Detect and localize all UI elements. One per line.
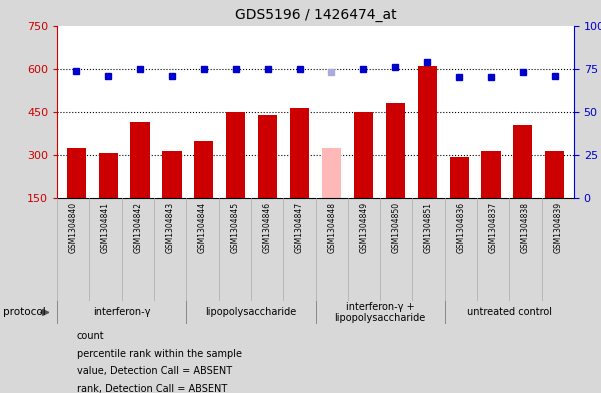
Text: interferon-γ +
lipopolysaccharide: interferon-γ + lipopolysaccharide	[335, 302, 426, 323]
Bar	[290, 108, 309, 198]
Text: value, Detection Call = ABSENT: value, Detection Call = ABSENT	[77, 366, 232, 376]
Text: GSM1304837: GSM1304837	[489, 202, 498, 253]
Bar	[386, 103, 405, 198]
Text: percentile rank within the sample: percentile rank within the sample	[77, 349, 242, 359]
Text: GSM1304847: GSM1304847	[295, 202, 304, 253]
Text: GSM1304845: GSM1304845	[230, 202, 239, 253]
Text: GSM1304838: GSM1304838	[521, 202, 530, 253]
Bar	[99, 153, 118, 198]
Title: GDS5196 / 1426474_at: GDS5196 / 1426474_at	[235, 8, 396, 22]
Bar	[194, 141, 213, 198]
Bar	[162, 151, 182, 198]
Text: GSM1304841: GSM1304841	[101, 202, 110, 253]
Bar	[513, 125, 532, 198]
Text: GSM1304836: GSM1304836	[456, 202, 465, 253]
Bar	[450, 157, 469, 198]
Bar	[354, 112, 373, 198]
Text: GSM1304844: GSM1304844	[198, 202, 207, 253]
Text: GSM1304849: GSM1304849	[359, 202, 368, 253]
Text: rank, Detection Call = ABSENT: rank, Detection Call = ABSENT	[77, 384, 227, 393]
Bar	[226, 112, 245, 198]
Text: GSM1304843: GSM1304843	[166, 202, 175, 253]
Text: GSM1304848: GSM1304848	[327, 202, 336, 253]
Bar	[322, 148, 341, 198]
Bar	[258, 115, 277, 198]
Text: count: count	[77, 331, 105, 341]
Text: GSM1304840: GSM1304840	[69, 202, 78, 253]
Text: lipopolysaccharide: lipopolysaccharide	[206, 307, 296, 318]
Bar	[67, 148, 86, 198]
Text: untreated control: untreated control	[467, 307, 552, 318]
Text: GSM1304839: GSM1304839	[554, 202, 563, 253]
Bar	[130, 122, 150, 198]
Text: GSM1304842: GSM1304842	[133, 202, 142, 253]
Bar	[418, 66, 437, 198]
Text: GSM1304851: GSM1304851	[424, 202, 433, 253]
Text: protocol: protocol	[3, 307, 46, 318]
Text: interferon-γ: interferon-γ	[93, 307, 150, 318]
Text: GSM1304846: GSM1304846	[263, 202, 272, 253]
Bar	[545, 151, 564, 198]
Bar	[481, 151, 501, 198]
Text: GSM1304850: GSM1304850	[392, 202, 401, 253]
